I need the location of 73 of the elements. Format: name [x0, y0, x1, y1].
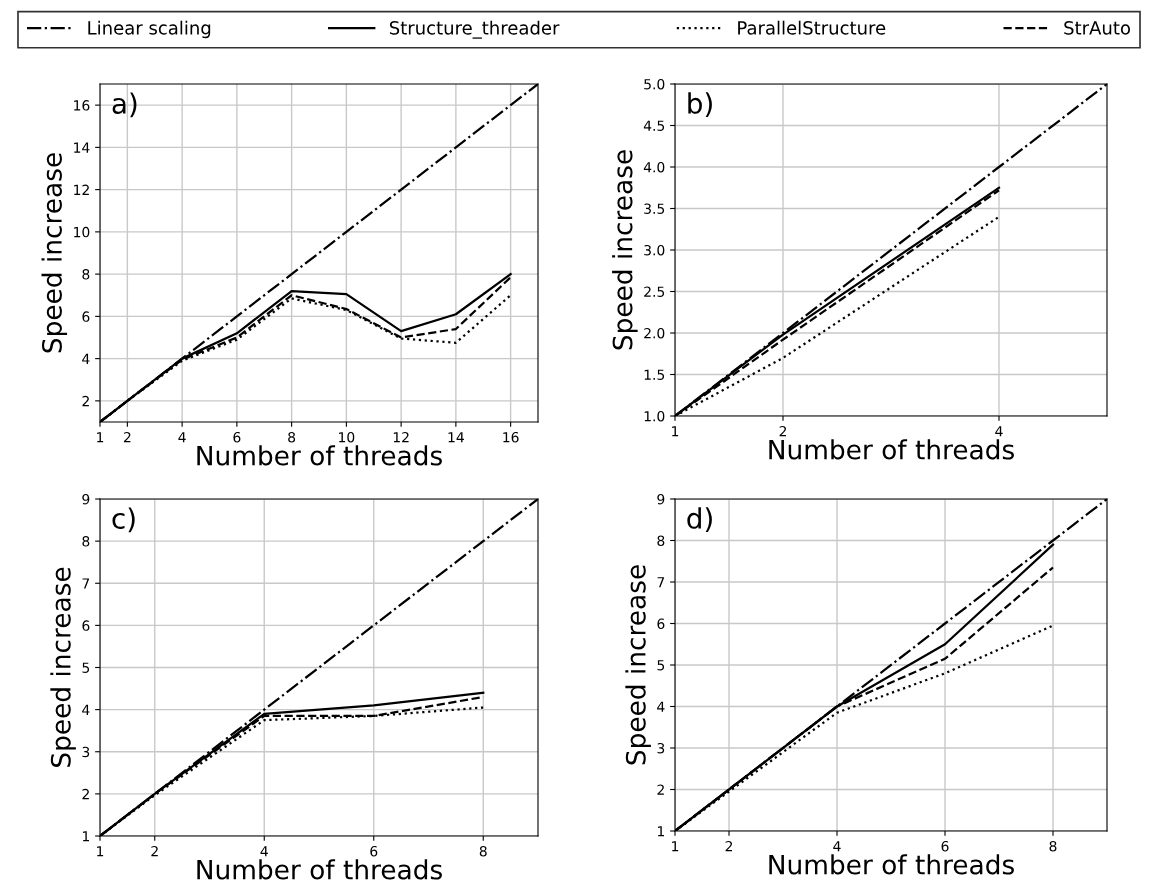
- y-tick-label: 7: [82, 578, 90, 589]
- y-tick-label: 5: [82, 662, 90, 673]
- y-axis-title: Speed increase: [41, 153, 68, 353]
- y-tick-label: 6: [82, 620, 90, 631]
- y-tick-label: 4.0: [643, 161, 665, 173]
- annotation: c): [112, 507, 135, 533]
- y-tick-label: 8: [657, 535, 665, 546]
- x-tick-label: 6: [370, 845, 378, 857]
- x-axis-title: Number of threads: [197, 859, 442, 880]
- x-tick-label: 4: [833, 841, 841, 852]
- legend-label: Linear scaling: [88, 20, 211, 39]
- x-tick-label: 2: [725, 840, 733, 852]
- y-tick-label: 5: [657, 660, 665, 671]
- x-tick-label: 1: [672, 841, 679, 852]
- y-tick-label: 14: [74, 142, 90, 153]
- x-tick-label: 4: [260, 846, 268, 857]
- y-tick-label: 2: [82, 788, 89, 800]
- x-tick-label: 2: [123, 431, 131, 443]
- x-tick-label: 8: [1049, 840, 1057, 852]
- y-tick-label: 16: [74, 100, 90, 111]
- annotation: d): [687, 507, 712, 533]
- y-tick-label: 2.5: [644, 286, 665, 297]
- y-tick-label: 12: [74, 184, 89, 195]
- x-tick-label: 8: [479, 845, 487, 857]
- y-tick-label: 4: [657, 701, 665, 712]
- y-tick-label: 4: [82, 704, 90, 715]
- y-tick-label: 7: [657, 577, 665, 588]
- annotation: b): [688, 92, 712, 118]
- y-tick-label: 2: [657, 784, 664, 795]
- y-tick-label: 1.0: [644, 410, 665, 422]
- x-tick-label: 2: [779, 425, 787, 437]
- y-tick-label: 6: [657, 618, 665, 629]
- annotation: a): [112, 92, 137, 118]
- legend-label: StrAuto: [1064, 21, 1130, 35]
- x-tick-label: 1: [97, 846, 104, 857]
- y-tick-label: 8: [82, 536, 90, 547]
- x-tick-label: 8: [288, 431, 296, 443]
- y-tick-label: 9: [82, 493, 90, 505]
- y-tick-label: 2.0: [644, 327, 665, 339]
- y-tick-label: 10: [74, 226, 90, 238]
- x-tick-label: 16: [503, 431, 519, 443]
- x-tick-label: 1: [97, 432, 104, 443]
- y-tick-label: 6: [82, 311, 90, 322]
- y-tick-label: 5.0: [644, 78, 665, 90]
- x-tick-label: 10: [339, 431, 355, 443]
- y-tick-label: 4: [82, 353, 90, 364]
- y-tick-label: 3.5: [644, 203, 665, 214]
- y-tick-label: 8: [82, 269, 90, 280]
- y-axis-title: Speed increase: [612, 150, 638, 350]
- x-tick-label: 14: [448, 432, 464, 443]
- y-tick-label: 4.5: [643, 120, 665, 131]
- x-tick-label: 6: [233, 431, 241, 443]
- y-tick-label: 3.0: [644, 244, 665, 256]
- x-axis-title: Number of threads: [769, 854, 1014, 875]
- x-tick-label: 2: [151, 845, 158, 857]
- y-tick-label: 3: [82, 746, 90, 758]
- y-tick-label: 1.5: [644, 369, 665, 380]
- x-tick-label: 6: [941, 840, 949, 852]
- y-axis-title: Speed increase: [625, 565, 651, 765]
- y-tick-label: 2: [82, 395, 89, 407]
- x-tick-label: 12: [393, 431, 409, 443]
- y-tick-label: 9: [657, 493, 665, 505]
- x-tick-label: 4: [995, 426, 1003, 437]
- x-axis-title: Number of threads: [769, 439, 1014, 460]
- y-tick-label: 1: [82, 831, 89, 842]
- x-tick-label: 1: [672, 426, 679, 437]
- y-tick-label: 3: [657, 742, 665, 754]
- x-axis-title: Number of threads: [197, 445, 442, 466]
- legend-label: ParallelStructure: [738, 20, 886, 35]
- y-tick-label: 1: [657, 826, 664, 837]
- x-tick-label: 4: [178, 432, 186, 443]
- y-axis-title: Speed increase: [50, 567, 76, 767]
- legend-label: Structure_threader: [389, 20, 560, 39]
